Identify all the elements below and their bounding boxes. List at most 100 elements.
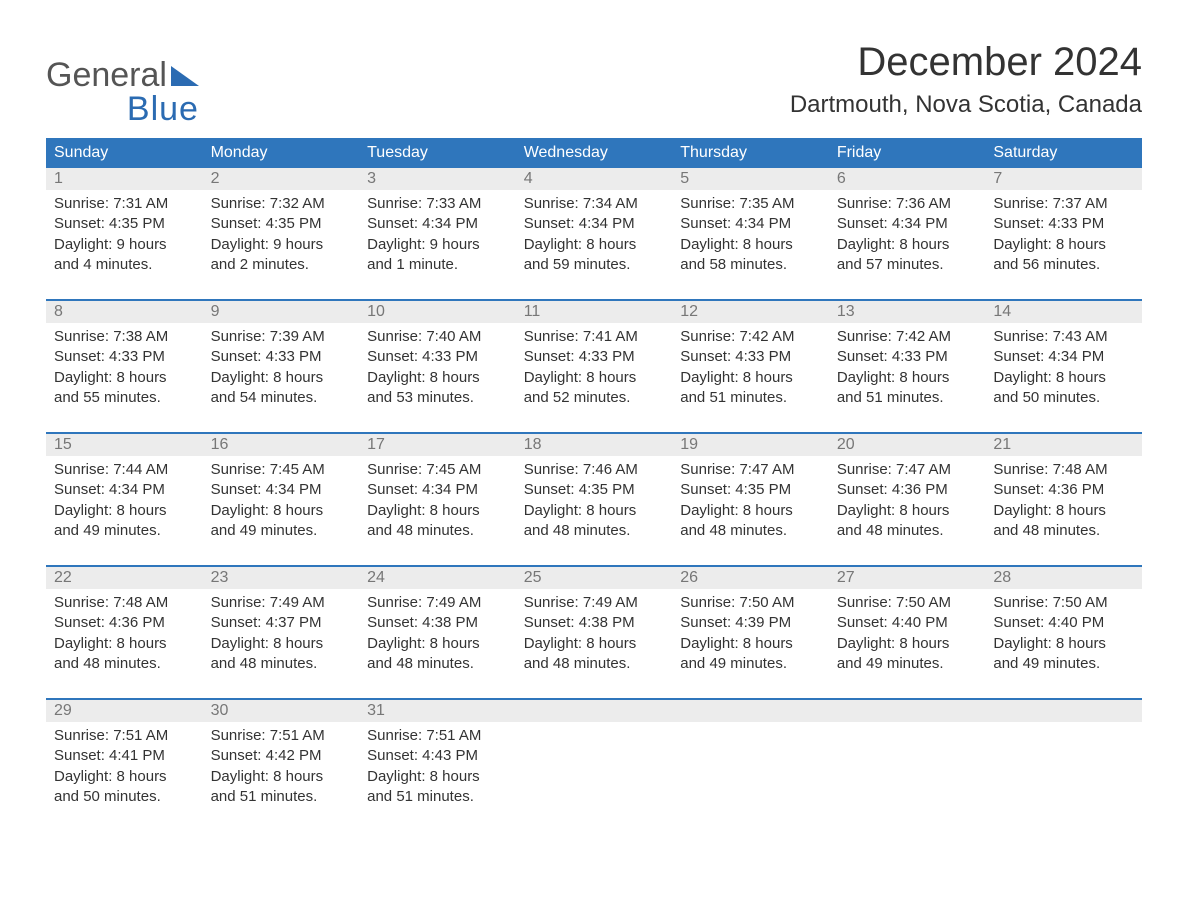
day-header: Wednesday <box>516 138 673 168</box>
day-data-cell: Sunrise: 7:47 AM Sunset: 4:36 PM Dayligh… <box>829 456 986 565</box>
day-data-cell: Sunrise: 7:51 AM Sunset: 4:41 PM Dayligh… <box>46 722 203 831</box>
day-number-cell: 8 <box>46 301 203 323</box>
day-data-cell: Sunrise: 7:51 AM Sunset: 4:43 PM Dayligh… <box>359 722 516 831</box>
day-number-cell: 16 <box>203 434 360 456</box>
day-number-cell <box>516 700 673 722</box>
day-number-cell: 21 <box>985 434 1142 456</box>
day-details: Sunrise: 7:47 AM Sunset: 4:36 PM Dayligh… <box>837 460 978 541</box>
day-data-cell: Sunrise: 7:38 AM Sunset: 4:33 PM Dayligh… <box>46 323 203 432</box>
logo-text-top: General <box>46 58 167 92</box>
day-number-cell: 29 <box>46 700 203 722</box>
day-details: Sunrise: 7:51 AM Sunset: 4:41 PM Dayligh… <box>54 726 195 807</box>
day-details: Sunrise: 7:41 AM Sunset: 4:33 PM Dayligh… <box>524 327 665 408</box>
day-details: Sunrise: 7:32 AM Sunset: 4:35 PM Dayligh… <box>211 194 352 275</box>
day-number-cell: 17 <box>359 434 516 456</box>
day-number-row: 293031 <box>46 700 1142 722</box>
day-header-row: Sunday Monday Tuesday Wednesday Thursday… <box>46 138 1142 168</box>
day-data-cell: Sunrise: 7:48 AM Sunset: 4:36 PM Dayligh… <box>985 456 1142 565</box>
day-number-cell: 28 <box>985 567 1142 589</box>
day-details: Sunrise: 7:44 AM Sunset: 4:34 PM Dayligh… <box>54 460 195 541</box>
day-number-cell: 4 <box>516 168 673 190</box>
day-data-cell: Sunrise: 7:50 AM Sunset: 4:39 PM Dayligh… <box>672 589 829 698</box>
day-data-cell: Sunrise: 7:42 AM Sunset: 4:33 PM Dayligh… <box>672 323 829 432</box>
day-data-row: Sunrise: 7:38 AM Sunset: 4:33 PM Dayligh… <box>46 323 1142 432</box>
day-data-cell <box>985 722 1142 831</box>
day-data-cell: Sunrise: 7:42 AM Sunset: 4:33 PM Dayligh… <box>829 323 986 432</box>
day-number-cell: 9 <box>203 301 360 323</box>
day-number-cell: 7 <box>985 168 1142 190</box>
day-number-cell: 30 <box>203 700 360 722</box>
day-header: Sunday <box>46 138 203 168</box>
day-data-cell <box>672 722 829 831</box>
day-data-row: Sunrise: 7:51 AM Sunset: 4:41 PM Dayligh… <box>46 722 1142 831</box>
day-data-row: Sunrise: 7:48 AM Sunset: 4:36 PM Dayligh… <box>46 589 1142 698</box>
day-details: Sunrise: 7:38 AM Sunset: 4:33 PM Dayligh… <box>54 327 195 408</box>
day-number-row: 15161718192021 <box>46 434 1142 456</box>
day-details: Sunrise: 7:45 AM Sunset: 4:34 PM Dayligh… <box>211 460 352 541</box>
day-data-cell: Sunrise: 7:39 AM Sunset: 4:33 PM Dayligh… <box>203 323 360 432</box>
day-number-cell: 18 <box>516 434 673 456</box>
day-data-cell: Sunrise: 7:49 AM Sunset: 4:38 PM Dayligh… <box>516 589 673 698</box>
logo-icon <box>171 58 199 92</box>
day-data-cell: Sunrise: 7:44 AM Sunset: 4:34 PM Dayligh… <box>46 456 203 565</box>
day-data-cell: Sunrise: 7:43 AM Sunset: 4:34 PM Dayligh… <box>985 323 1142 432</box>
day-details: Sunrise: 7:49 AM Sunset: 4:38 PM Dayligh… <box>524 593 665 674</box>
day-data-cell: Sunrise: 7:34 AM Sunset: 4:34 PM Dayligh… <box>516 190 673 299</box>
day-data-cell: Sunrise: 7:40 AM Sunset: 4:33 PM Dayligh… <box>359 323 516 432</box>
day-details: Sunrise: 7:50 AM Sunset: 4:39 PM Dayligh… <box>680 593 821 674</box>
day-number-cell: 14 <box>985 301 1142 323</box>
day-number-cell <box>829 700 986 722</box>
logo-text-bottom: Blue <box>127 92 199 126</box>
day-number-cell: 27 <box>829 567 986 589</box>
day-data-cell <box>516 722 673 831</box>
day-data-cell: Sunrise: 7:47 AM Sunset: 4:35 PM Dayligh… <box>672 456 829 565</box>
day-number-cell <box>672 700 829 722</box>
day-details: Sunrise: 7:51 AM Sunset: 4:42 PM Dayligh… <box>211 726 352 807</box>
day-data-row: Sunrise: 7:31 AM Sunset: 4:35 PM Dayligh… <box>46 190 1142 299</box>
day-details: Sunrise: 7:51 AM Sunset: 4:43 PM Dayligh… <box>367 726 508 807</box>
day-data-cell: Sunrise: 7:33 AM Sunset: 4:34 PM Dayligh… <box>359 190 516 299</box>
day-details: Sunrise: 7:35 AM Sunset: 4:34 PM Dayligh… <box>680 194 821 275</box>
day-details: Sunrise: 7:31 AM Sunset: 4:35 PM Dayligh… <box>54 194 195 275</box>
day-details: Sunrise: 7:42 AM Sunset: 4:33 PM Dayligh… <box>680 327 821 408</box>
generalblue-logo: General Blue <box>46 58 199 126</box>
day-header: Tuesday <box>359 138 516 168</box>
calendar-table: Sunday Monday Tuesday Wednesday Thursday… <box>46 138 1142 831</box>
day-details: Sunrise: 7:50 AM Sunset: 4:40 PM Dayligh… <box>837 593 978 674</box>
day-details: Sunrise: 7:39 AM Sunset: 4:33 PM Dayligh… <box>211 327 352 408</box>
day-details: Sunrise: 7:48 AM Sunset: 4:36 PM Dayligh… <box>54 593 195 674</box>
day-number-cell: 22 <box>46 567 203 589</box>
day-details: Sunrise: 7:47 AM Sunset: 4:35 PM Dayligh… <box>680 460 821 541</box>
location-subtitle: Dartmouth, Nova Scotia, Canada <box>790 91 1142 119</box>
day-number-row: 22232425262728 <box>46 567 1142 589</box>
day-data-cell <box>829 722 986 831</box>
day-number-cell: 3 <box>359 168 516 190</box>
day-header: Friday <box>829 138 986 168</box>
day-number-cell <box>985 700 1142 722</box>
day-number-cell: 13 <box>829 301 986 323</box>
day-details: Sunrise: 7:45 AM Sunset: 4:34 PM Dayligh… <box>367 460 508 541</box>
day-number-cell: 24 <box>359 567 516 589</box>
day-number-row: 1234567 <box>46 168 1142 190</box>
day-details: Sunrise: 7:48 AM Sunset: 4:36 PM Dayligh… <box>993 460 1134 541</box>
day-number-cell: 10 <box>359 301 516 323</box>
day-number-cell: 26 <box>672 567 829 589</box>
day-details: Sunrise: 7:34 AM Sunset: 4:34 PM Dayligh… <box>524 194 665 275</box>
day-header: Saturday <box>985 138 1142 168</box>
day-number-cell: 2 <box>203 168 360 190</box>
day-data-cell: Sunrise: 7:49 AM Sunset: 4:38 PM Dayligh… <box>359 589 516 698</box>
day-details: Sunrise: 7:36 AM Sunset: 4:34 PM Dayligh… <box>837 194 978 275</box>
day-data-cell: Sunrise: 7:50 AM Sunset: 4:40 PM Dayligh… <box>985 589 1142 698</box>
day-data-cell: Sunrise: 7:36 AM Sunset: 4:34 PM Dayligh… <box>829 190 986 299</box>
month-title: December 2024 <box>790 40 1142 85</box>
calendar-page: General Blue December 2024 Dartmouth, No… <box>0 0 1188 918</box>
day-number-cell: 25 <box>516 567 673 589</box>
day-header: Monday <box>203 138 360 168</box>
day-data-cell: Sunrise: 7:32 AM Sunset: 4:35 PM Dayligh… <box>203 190 360 299</box>
day-data-cell: Sunrise: 7:45 AM Sunset: 4:34 PM Dayligh… <box>359 456 516 565</box>
day-details: Sunrise: 7:33 AM Sunset: 4:34 PM Dayligh… <box>367 194 508 275</box>
day-details: Sunrise: 7:40 AM Sunset: 4:33 PM Dayligh… <box>367 327 508 408</box>
day-number-row: 891011121314 <box>46 301 1142 323</box>
day-data-cell: Sunrise: 7:41 AM Sunset: 4:33 PM Dayligh… <box>516 323 673 432</box>
day-number-cell: 31 <box>359 700 516 722</box>
